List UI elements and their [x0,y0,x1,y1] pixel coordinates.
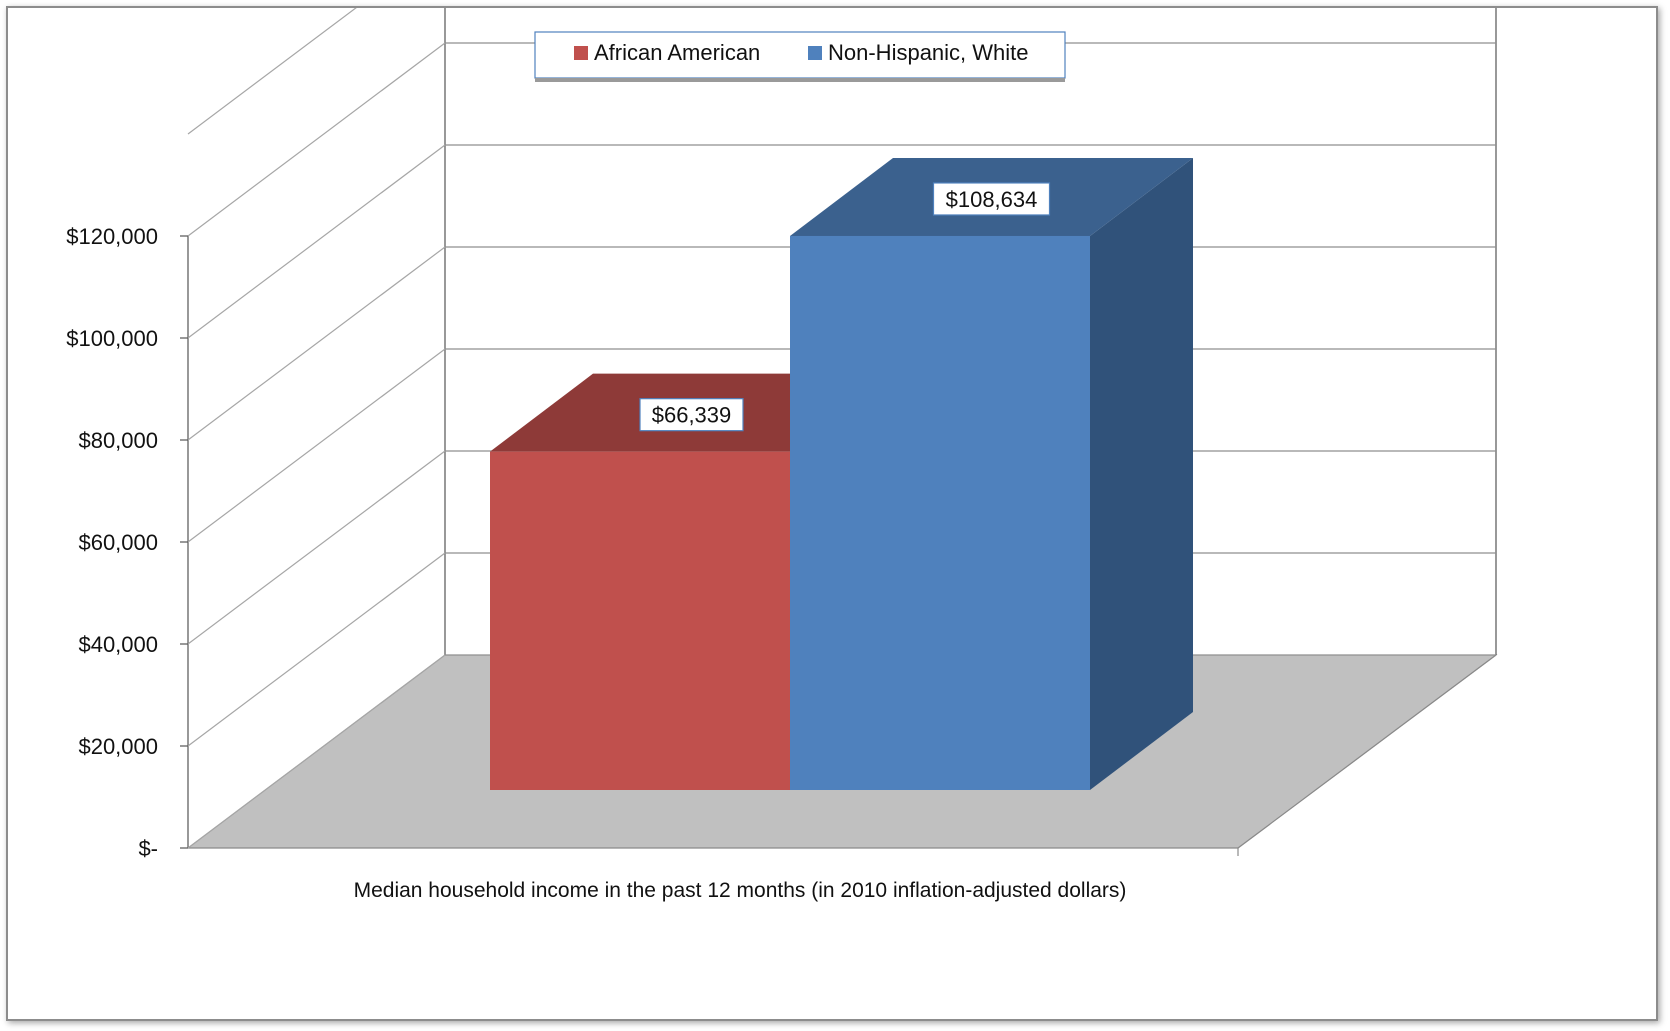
y-axis: $- $20,000 $40,000 $60,000 $80,000 $100,000 $1… [66,224,188,861]
y-tick-label: $20,000 [78,734,158,759]
y-tick-label: $100,000 [66,326,158,351]
gridline-side [187,654,446,849]
y-tick-label: $40,000 [78,632,158,657]
gridline-side [187,0,368,135]
legend-label-1: African American [594,40,760,65]
data-label: $66,339 [652,403,732,428]
bar-chart: $- $20,000 $40,000 $60,000 $80,000 $100,000 $1… [66,0,1498,902]
y-tick-label: $120,000 [66,224,158,249]
bar-1 [490,451,790,790]
data-labels: $66,339 $108,634 [639,182,1051,432]
chart-frame: $- $20,000 $40,000 $60,000 $80,000 $100,000 $1… [6,0,1658,1021]
legend-swatch-2 [808,46,822,60]
legend-label-2: Non-Hispanic, White [828,40,1029,65]
bar-2 [790,235,1090,790]
gridline-side [187,552,446,747]
bar-side-2 [1090,157,1193,790]
legend-shadow [535,78,1065,82]
floor-right-edge [1237,654,1497,849]
gridline-side [187,42,446,237]
legend-swatch-1 [574,46,588,60]
gridline-side [187,348,446,543]
bars [490,157,1193,790]
legend-box [534,31,1066,79]
data-label-box [932,182,1051,216]
y-tick-label: $- [138,836,158,861]
data-label: $108,634 [946,187,1038,212]
gridline-side [187,246,446,441]
data-label-box [639,398,744,432]
y-tick-label: $60,000 [78,530,158,555]
gridline-side [187,450,446,645]
gridline-side [187,144,446,339]
y-tick-label: $80,000 [78,428,158,453]
x-axis-title: Median household income in the past 12 m… [354,879,1127,902]
legend: African American Non-Hispanic, White [534,31,1066,82]
